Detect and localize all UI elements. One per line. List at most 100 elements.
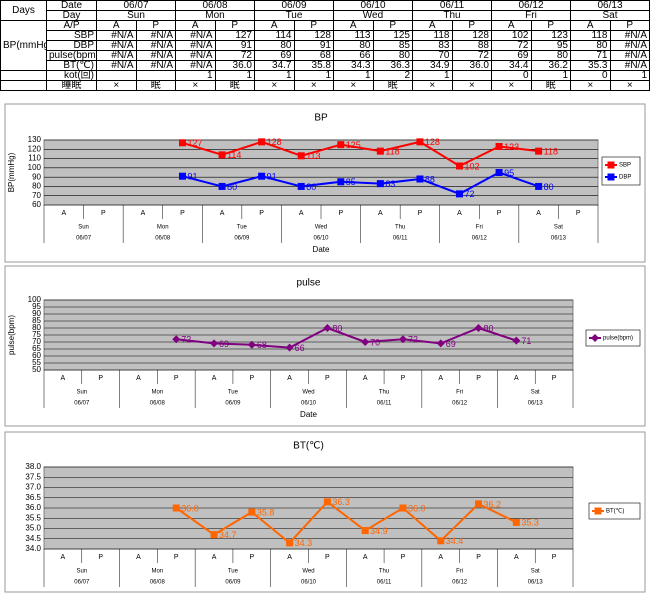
x-group-day: Mon	[152, 569, 164, 575]
data-label: 114	[227, 150, 241, 160]
x-tick-label: P	[401, 554, 406, 561]
data-label: 72	[465, 189, 475, 199]
data-label: 118	[385, 147, 399, 157]
y-tick-label: 60	[32, 200, 41, 209]
x-group-date: 06/08	[155, 236, 171, 242]
legend-box	[601, 156, 641, 186]
x-tick-label: P	[476, 375, 481, 382]
data-label: 72	[181, 335, 191, 345]
data-label: 91	[188, 172, 198, 182]
x-tick-label: A	[287, 375, 292, 382]
data-label: 80	[306, 182, 316, 192]
x-group-day: Wed	[315, 225, 327, 231]
x-group-date: 06/08	[150, 580, 166, 586]
x-tick-label: A	[299, 210, 304, 217]
x-tick-label: P	[576, 210, 581, 217]
x-tick-label: A	[136, 375, 141, 382]
data-point	[285, 343, 294, 352]
data-label: 80	[332, 323, 342, 333]
y-tick-label: 36.5	[25, 493, 41, 502]
data-label: 80	[544, 182, 554, 192]
x-group-day: Fri	[476, 225, 483, 231]
data-label: 72	[408, 335, 418, 345]
y-tick-label: 60	[32, 351, 41, 360]
data-point	[323, 498, 331, 506]
x-axis-label: Date	[313, 245, 330, 254]
x-group-date: 06/07	[76, 236, 92, 242]
y-tick-label: 80	[32, 323, 41, 332]
data-label: 80	[484, 323, 494, 333]
x-tick-label: P	[174, 554, 179, 561]
x-group-day: Wed	[302, 390, 314, 396]
x-tick-label: A	[61, 210, 66, 217]
row-label: 睡眠	[46, 80, 97, 91]
x-group-day: Mon	[157, 225, 169, 231]
series-line	[182, 140, 539, 168]
data-label: 69	[219, 339, 229, 349]
data-label: 123	[504, 142, 519, 152]
data-label: 34.4	[446, 536, 464, 546]
y-tick-label: 110	[28, 154, 41, 163]
x-tick-label: A	[378, 210, 383, 217]
x-group-date: 06/12	[452, 401, 468, 407]
x-group-day: Tue	[237, 225, 248, 231]
x-tick-label: A	[536, 210, 541, 217]
x-tick-label: P	[101, 210, 106, 217]
y-tick-label: 70	[32, 191, 41, 200]
x-group-date: 06/10	[301, 580, 317, 586]
data-point	[399, 504, 407, 512]
chart-title: pulse	[297, 278, 321, 289]
x-tick-label: P	[174, 375, 179, 382]
x-tick-label: P	[497, 210, 502, 217]
series-line	[176, 326, 517, 349]
legend-marker	[607, 173, 615, 181]
x-tick-label: P	[476, 554, 481, 561]
x-tick-label: A	[438, 554, 443, 561]
data-label: 125	[346, 140, 361, 150]
legend-label: BT(℃)	[606, 508, 624, 515]
x-group-date: 06/09	[225, 401, 241, 407]
data-label: 85	[346, 177, 356, 187]
data-point	[456, 162, 463, 170]
legend-label: DBP	[619, 175, 631, 181]
x-tick-label: A	[514, 375, 519, 382]
y-axis-label: BP(mmHg)	[7, 152, 16, 192]
y-tick-label: 85	[32, 316, 41, 325]
x-tick-label: P	[401, 375, 406, 382]
data-point	[376, 180, 384, 188]
data-point	[210, 339, 219, 348]
data-label: 83	[385, 179, 395, 189]
x-tick-label: P	[249, 554, 254, 561]
x-group-day: Sun	[78, 225, 89, 231]
series-line	[182, 171, 539, 195]
legend-marker	[594, 507, 602, 515]
data-point	[218, 151, 226, 159]
x-group-date: 06/11	[377, 401, 392, 407]
data-label: 34.7	[219, 530, 237, 540]
x-group-day: Sun	[76, 390, 87, 396]
data-label: 102	[465, 161, 480, 171]
x-tick-label: A	[212, 554, 217, 561]
data-point	[376, 147, 384, 155]
x-tick-label: A	[141, 210, 146, 217]
data-point	[361, 527, 369, 535]
x-tick-label: A	[220, 210, 225, 217]
data-label: 80	[227, 182, 237, 192]
y-tick-label: 95	[32, 302, 41, 311]
data-label: 36.3	[332, 497, 350, 507]
data-label: 128	[425, 137, 440, 147]
data-label: 113	[306, 151, 320, 161]
y-tick-label: 35.0	[25, 524, 41, 533]
x-tick-label: P	[418, 210, 423, 217]
x-group-day: Thu	[379, 569, 389, 575]
data-point	[495, 169, 503, 176]
data-label: 88	[425, 174, 435, 184]
y-tick-label: 120	[28, 144, 42, 153]
data-point	[437, 537, 445, 545]
x-group-date: 06/13	[528, 401, 544, 407]
data-point	[297, 152, 305, 160]
x-tick-label: P	[338, 210, 343, 217]
x-tick-label: P	[259, 210, 264, 217]
data-point	[172, 335, 181, 344]
